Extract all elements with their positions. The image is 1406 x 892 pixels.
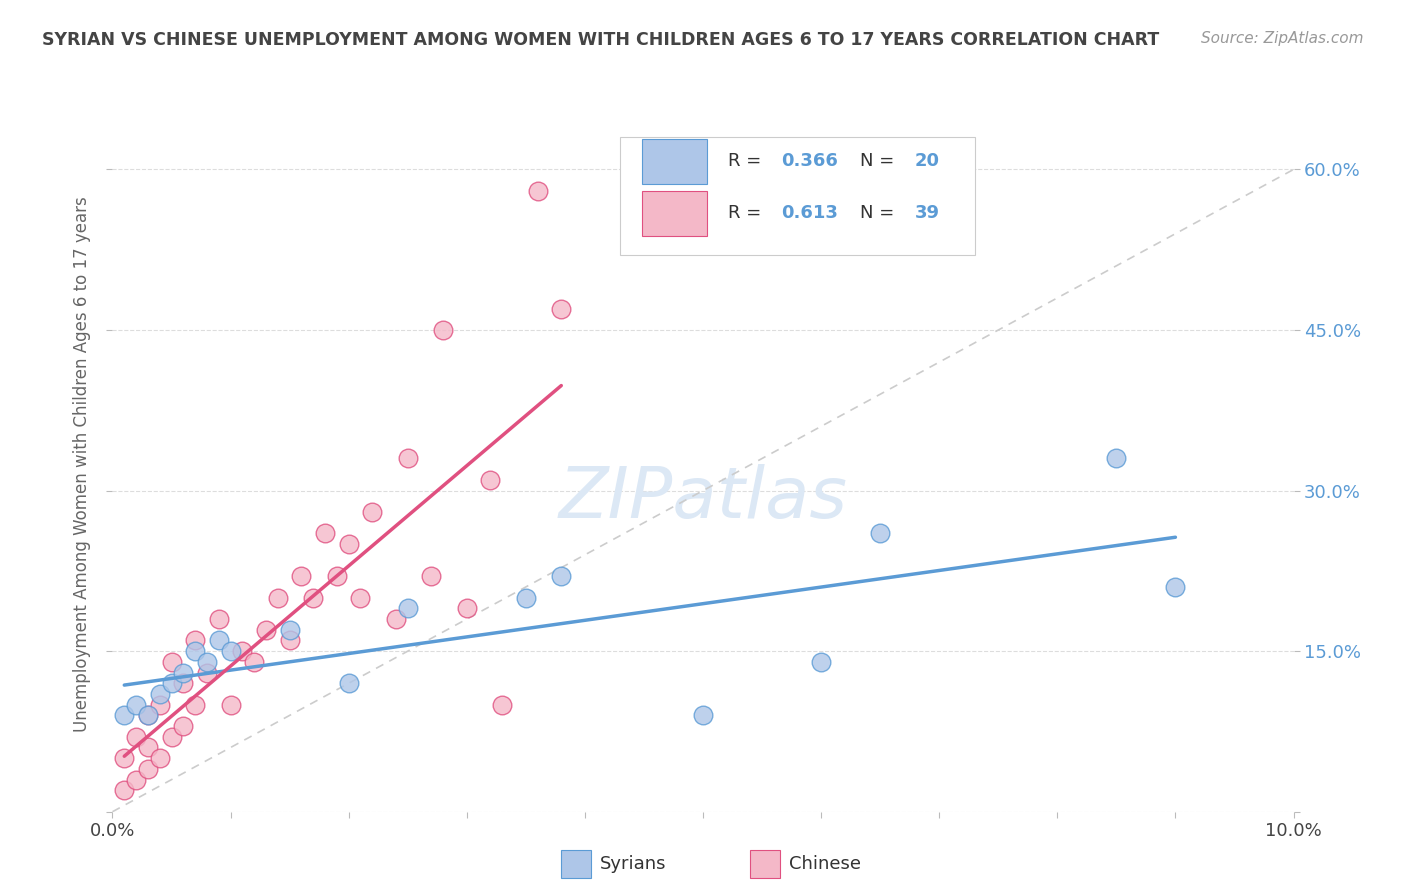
Point xyxy=(149,687,172,701)
Text: Chinese: Chinese xyxy=(789,855,862,873)
Point xyxy=(349,591,371,605)
Point xyxy=(254,623,277,637)
Point xyxy=(432,323,454,337)
Point xyxy=(160,730,183,744)
Point xyxy=(136,708,159,723)
Point xyxy=(361,505,384,519)
Point xyxy=(112,708,135,723)
Point xyxy=(184,698,207,712)
Point xyxy=(456,601,478,615)
Text: 39: 39 xyxy=(914,204,939,222)
Point xyxy=(112,783,135,797)
Text: SYRIAN VS CHINESE UNEMPLOYMENT AMONG WOMEN WITH CHILDREN AGES 6 TO 17 YEARS CORR: SYRIAN VS CHINESE UNEMPLOYMENT AMONG WOM… xyxy=(42,31,1160,49)
Point xyxy=(1105,451,1128,466)
Point xyxy=(550,569,572,583)
FancyBboxPatch shape xyxy=(751,850,780,878)
Point xyxy=(136,762,159,776)
Point xyxy=(290,569,312,583)
FancyBboxPatch shape xyxy=(641,191,707,236)
Y-axis label: Unemployment Among Women with Children Ages 6 to 17 years: Unemployment Among Women with Children A… xyxy=(73,196,91,731)
Point xyxy=(337,537,360,551)
Point xyxy=(396,601,419,615)
Text: ZIPatlas: ZIPatlas xyxy=(558,464,848,533)
Point xyxy=(1164,580,1187,594)
Text: Source: ZipAtlas.com: Source: ZipAtlas.com xyxy=(1201,31,1364,46)
Point xyxy=(869,526,891,541)
Point xyxy=(125,730,148,744)
Point xyxy=(195,665,218,680)
Point xyxy=(125,772,148,787)
Point xyxy=(396,451,419,466)
FancyBboxPatch shape xyxy=(641,138,707,184)
Point xyxy=(112,751,135,765)
Point xyxy=(479,473,502,487)
Point xyxy=(550,301,572,316)
Text: Syrians: Syrians xyxy=(600,855,666,873)
Text: R =: R = xyxy=(728,204,766,222)
Point xyxy=(208,633,231,648)
Point xyxy=(219,644,242,658)
Point xyxy=(184,644,207,658)
Point xyxy=(172,676,194,690)
Point xyxy=(337,676,360,690)
Point xyxy=(278,633,301,648)
Point xyxy=(302,591,325,605)
Point xyxy=(278,623,301,637)
Text: N =: N = xyxy=(860,204,900,222)
Text: R =: R = xyxy=(728,153,766,170)
Point xyxy=(208,612,231,626)
Point xyxy=(195,655,218,669)
Text: 0.613: 0.613 xyxy=(780,204,838,222)
Point xyxy=(326,569,349,583)
Point xyxy=(810,655,832,669)
FancyBboxPatch shape xyxy=(620,136,974,255)
Point xyxy=(149,698,172,712)
Point xyxy=(184,633,207,648)
Text: 20: 20 xyxy=(914,153,939,170)
Point xyxy=(491,698,513,712)
Point xyxy=(172,719,194,733)
Point xyxy=(243,655,266,669)
Point xyxy=(136,740,159,755)
Point xyxy=(515,591,537,605)
FancyBboxPatch shape xyxy=(561,850,591,878)
Point xyxy=(385,612,408,626)
Point xyxy=(136,708,159,723)
Point xyxy=(692,708,714,723)
Point xyxy=(125,698,148,712)
Point xyxy=(172,665,194,680)
Point xyxy=(420,569,443,583)
Point xyxy=(160,676,183,690)
Text: 0.366: 0.366 xyxy=(780,153,838,170)
Point xyxy=(149,751,172,765)
Point xyxy=(231,644,253,658)
Point xyxy=(526,184,548,198)
Point xyxy=(219,698,242,712)
Point xyxy=(160,655,183,669)
Point xyxy=(314,526,336,541)
Text: N =: N = xyxy=(860,153,900,170)
Point xyxy=(267,591,290,605)
